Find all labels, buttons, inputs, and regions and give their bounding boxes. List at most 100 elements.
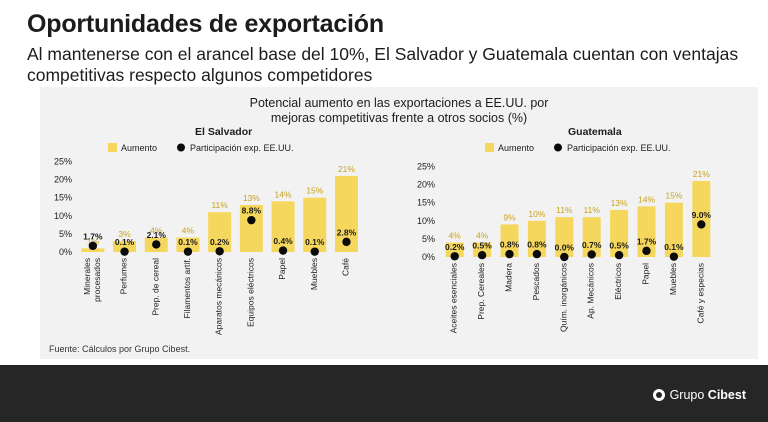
el-salvador-bar	[81, 248, 105, 252]
el-salvador-dot-label: 0.1%	[305, 237, 325, 247]
el-salvador-category-label-line: procesados	[92, 258, 102, 302]
guatemala-category-label-line: Aceites esenciales	[449, 263, 459, 333]
guatemala-bar	[692, 180, 711, 257]
guatemala-dot-label: 1.7%	[637, 236, 657, 246]
el-salvador-bar-label: 4%	[150, 226, 163, 236]
guatemala-dot-label: 0.5%	[609, 241, 629, 251]
guatemala-dot-label: 0.1%	[664, 242, 684, 252]
legend-bar-swatch	[485, 143, 494, 152]
el-salvador-category-label: Filamentos artif.	[182, 258, 192, 318]
guatemala-category-label: Muebles	[668, 263, 678, 295]
guatemala-bar-label: 4%	[449, 231, 462, 241]
el-salvador-dot	[247, 215, 256, 225]
guatemala-ytick-label: 0%	[422, 252, 435, 262]
guatemala-dot-label: 9.0%	[692, 210, 712, 220]
el-salvador-bar	[271, 201, 295, 252]
el-salvador-dot	[278, 246, 288, 255]
footer-bar: Grupo Cibest	[0, 365, 768, 422]
guatemala-dot	[560, 252, 569, 262]
brand-prefix: Grupo	[669, 388, 705, 402]
guatemala-bar	[555, 217, 574, 257]
el-salvador-dot	[183, 247, 193, 256]
el-salvador-legend: Aumento Participación exp. EE.UU.	[108, 143, 294, 153]
guatemala-ytick-label: 5%	[422, 234, 435, 244]
chart-title: Potencial aumento en las exportaciones a…	[40, 96, 758, 126]
el-salvador-chart: El Salvador Aumento Participación exp. EE.…	[54, 126, 358, 335]
guatemala-dot-label: 0.7%	[582, 240, 602, 250]
legend-bar-swatch	[108, 143, 117, 152]
guatemala-bar-label: 9%	[503, 212, 516, 222]
guatemala-bar	[664, 202, 683, 257]
guatemala-category-label-line: Ap. Mecánicos	[586, 263, 596, 319]
guatemala-dot	[697, 220, 706, 229]
guatemala-category-label-line: Quím. inorgánicos	[558, 263, 568, 332]
el-salvador-category-label: Equipos eléctricos	[245, 258, 255, 327]
guatemala-category-label: Madera	[504, 263, 514, 292]
el-salvador-category-label-line: Muebles	[309, 258, 319, 290]
guatemala-bar-label: 11%	[556, 205, 573, 215]
el-salvador-bar	[334, 175, 358, 252]
el-salvador-category-label: Café	[340, 258, 350, 276]
el-salvador-bar	[303, 197, 327, 252]
el-salvador-ytick-label: 15%	[54, 193, 72, 203]
source-note: Fuente: Cálculos por Grupo Cibest.	[49, 344, 191, 354]
el-salvador-dot-label: 2.1%	[147, 230, 167, 240]
page-title: Oportunidades de exportación	[27, 10, 384, 38]
guatemala-bar-label: 10%	[528, 209, 545, 219]
guatemala-dot	[532, 249, 542, 259]
guatemala-dot-label: 0.0%	[555, 243, 575, 253]
el-salvador-ytick-label: 10%	[54, 211, 72, 221]
el-salvador-dot-label: 0.2%	[210, 237, 230, 247]
el-salvador-dot-label: 1.7%	[83, 231, 103, 241]
guatemala-bar-label: 15%	[665, 191, 682, 201]
cibest-logo-icon	[652, 389, 665, 401]
el-salvador-dot-label: 8.8%	[242, 206, 262, 216]
guatemala-dot	[477, 250, 487, 260]
guatemala-dot-label: 0.5%	[472, 241, 492, 251]
guatemala-bar	[500, 224, 519, 257]
el-salvador-category-label-line: Filamentos artif.	[182, 258, 192, 318]
el-salvador-bar-label: 11%	[211, 200, 228, 210]
guatemala-bar-label: 4%	[476, 231, 489, 241]
guatemala-category-label: Aceites esenciales	[449, 263, 459, 333]
el-salvador-ytick-label: 20%	[54, 175, 72, 185]
el-salvador-category-label: Prep. de cereal	[150, 258, 160, 316]
guatemala-bar	[473, 242, 492, 257]
guatemala-dot	[669, 252, 679, 261]
guatemala-category-label: Eléctricos	[613, 263, 623, 300]
el-salvador-category-label-line: Papel	[277, 258, 287, 280]
guatemala-dot	[505, 249, 514, 259]
el-salvador-bar-label: 21%	[338, 164, 355, 174]
legend-dot-label: Participación exp. EE.UU.	[190, 143, 294, 153]
el-salvador-dot	[120, 247, 129, 256]
el-salvador-ytick-label: 0%	[59, 247, 72, 257]
guatemala-category-label: Prep. Cereales	[476, 263, 486, 320]
guatemala-category-label-line: Papel	[641, 263, 651, 285]
el-salvador-dot	[342, 237, 351, 247]
guatemala-chart: Guatemala Aumento Participación exp. EE.UU…	[417, 126, 712, 333]
el-salvador-ytick-label: 5%	[59, 229, 72, 239]
el-salvador-category-label-line: Equipos eléctricos	[245, 258, 255, 327]
el-salvador-ytick-label: 25%	[54, 157, 72, 167]
guatemala-ytick-label: 10%	[417, 216, 435, 226]
el-salvador-bar-label: 4%	[182, 226, 195, 236]
el-salvador-dot	[152, 240, 161, 249]
guatemala-category-label-line: Eléctricos	[613, 263, 623, 300]
el-salvador-category-label: Aparatos mecánicos	[214, 258, 224, 335]
guatemala-ytick-label: 20%	[417, 180, 435, 190]
guatemala-category-label-line: Muebles	[668, 263, 678, 295]
el-salvador-bar	[239, 204, 263, 252]
guatemala-category-label: Pescados	[531, 263, 541, 300]
guatemala-dot-label: 0.8%	[500, 240, 520, 250]
guatemala-bar	[527, 220, 546, 257]
guatemala-ytick-label: 15%	[417, 198, 435, 208]
guatemala-category-label: Ap. Mecánicos	[586, 263, 596, 319]
el-salvador-bar-label: 3%	[118, 229, 131, 239]
brand-bold: Cibest	[707, 388, 746, 402]
legend-dot-swatch	[554, 143, 562, 152]
el-salvador-dot	[215, 247, 224, 256]
guatemala-dot	[642, 246, 651, 256]
page-subtitle: Al mantenerse con el arancel base del 10…	[27, 44, 739, 85]
el-salvador-category-label-line: Prep. de cereal	[150, 258, 160, 316]
el-salvador-dot-label: 2.8%	[337, 227, 357, 237]
